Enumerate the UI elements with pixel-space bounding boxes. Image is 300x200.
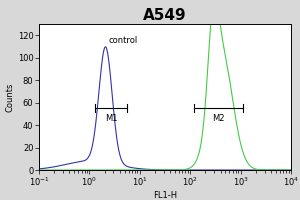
Text: M2: M2: [212, 114, 225, 123]
Y-axis label: Counts: Counts: [6, 82, 15, 112]
Text: M1: M1: [105, 114, 118, 123]
Title: A549: A549: [143, 8, 187, 23]
Text: control: control: [109, 36, 138, 45]
X-axis label: FL1-H: FL1-H: [153, 191, 177, 200]
